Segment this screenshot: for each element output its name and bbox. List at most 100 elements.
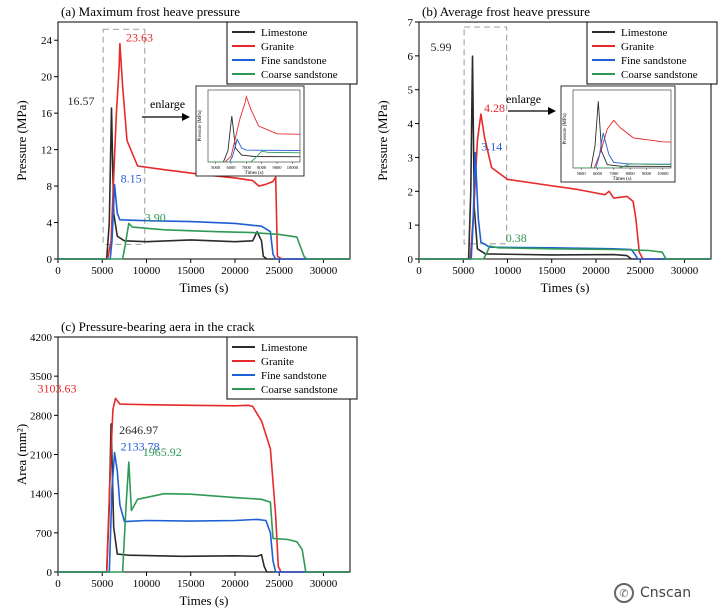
y-tick-label: 0 — [47, 567, 53, 579]
y-tick-label: 2100 — [30, 450, 53, 462]
wechat-icon: ✆ — [614, 583, 634, 603]
y-tick-label: 6 — [408, 51, 414, 63]
x-tick-label: 30000 — [310, 265, 338, 277]
y-axis-label: Area (mm²) — [14, 424, 29, 485]
y-tick-label: 16 — [41, 108, 53, 120]
enlarge-region-box — [102, 28, 146, 246]
series-line-fine — [58, 183, 350, 260]
y-axis-label: Pressure (MPa) — [14, 100, 29, 181]
data-label-limestone: 2646.97 — [119, 423, 158, 437]
y-tick-label: 24 — [41, 35, 53, 47]
legend-entry-limestone: Limestone — [621, 27, 668, 39]
data-label-coarse: 0.38 — [506, 231, 527, 245]
inset-series-granite — [573, 119, 671, 168]
inset-x-tick-label: 9000 — [273, 165, 283, 170]
x-tick-label: 25000 — [265, 265, 293, 277]
inset-y-axis-label: Pressure (MPa) — [563, 113, 568, 144]
inset-x-tick-label: 7000 — [609, 171, 619, 176]
watermark-text: Cnscan — [640, 585, 692, 601]
series-line-coarse — [419, 245, 711, 260]
legend-entry-coarse: Coarse sandstone — [261, 384, 338, 396]
inset-x-axis-label: Times (s) — [245, 171, 264, 176]
data-label-fine: 8.15 — [121, 172, 142, 186]
y-tick-label: 4 — [408, 119, 414, 131]
inset-series-coarse — [573, 163, 671, 168]
legend-entry-fine: Fine sandstone — [261, 370, 327, 382]
legend-entry-fine: Fine sandstone — [261, 55, 327, 67]
x-tick-label: 15000 — [177, 265, 205, 277]
inset-series-coarse — [208, 150, 300, 162]
data-label-coarse: 3.90 — [145, 210, 166, 224]
x-tick-label: 20000 — [582, 265, 610, 277]
x-tick-label: 15000 — [177, 578, 205, 590]
inset-x-axis-label: Times (s) — [613, 177, 632, 182]
data-label-granite: 3103.63 — [38, 381, 77, 395]
series-line-granite — [58, 42, 350, 260]
series-line-limestone — [419, 55, 711, 260]
inset-zoom-b: 5000 6000 7000 8000 9000 10000 Times (s) Pressu… — [560, 85, 676, 183]
x-tick-label: 30000 — [671, 265, 699, 277]
plot-frame — [418, 21, 712, 260]
inset-series-fine — [208, 138, 300, 162]
inset-x-tick-label: 6000 — [227, 165, 237, 170]
x-tick-label: 30000 — [310, 578, 338, 590]
inset-x-tick-label: 7000 — [242, 165, 252, 170]
x-tick-label: 10000 — [133, 265, 161, 277]
enlarge-label: enlarge — [506, 92, 541, 106]
x-tick-label: 0 — [55, 265, 61, 277]
x-tick-label: 5000 — [91, 265, 114, 277]
inset-x-tick-label: 5000 — [577, 171, 587, 176]
inset-x-tick-label: 5000 — [211, 165, 221, 170]
inset-x-tick-label: 8000 — [626, 171, 636, 176]
chart-title: (b) Average frost heave pressure — [422, 4, 590, 19]
inset-x-tick-label: 9000 — [642, 171, 652, 176]
inset-series-limestone — [208, 116, 300, 162]
x-tick-label: 0 — [416, 265, 422, 277]
enlarge-arrow-head — [548, 107, 556, 115]
y-tick-label: 7 — [408, 17, 414, 29]
inset-y-axis-label: Pressure (MPa) — [198, 110, 203, 141]
data-label-granite: 4.28 — [484, 101, 505, 115]
series-line-coarse — [58, 461, 350, 573]
y-tick-label: 0 — [408, 254, 414, 266]
plot-frame — [57, 21, 351, 260]
series-line-fine — [58, 451, 350, 573]
chart-title: (c) Pressure-bearing aera in the crack — [61, 319, 255, 334]
inset-plot-frame — [572, 89, 672, 169]
y-tick-label: 5 — [408, 85, 414, 97]
x-tick-label: 10000 — [133, 578, 161, 590]
series-line-granite — [419, 113, 711, 260]
data-label-limestone: 5.99 — [431, 40, 452, 54]
y-tick-label: 3 — [408, 152, 414, 164]
y-axis-label: Pressure (MPa) — [375, 100, 390, 181]
y-tick-label: 4 — [47, 218, 53, 230]
legend-entry-granite: Granite — [261, 356, 294, 368]
inset-x-tick-label: 10000 — [287, 165, 299, 170]
y-tick-label: 1400 — [30, 489, 53, 501]
legend-entry-granite: Granite — [621, 41, 654, 53]
inset-zoom-a: 5000 6000 7000 8000 9000 10000 Times (s) Pressu… — [195, 85, 305, 177]
chart-panel-b: 0 5000 10000 15000 20000 25000 30000 0 1 2 3 4 5 6 7 (b… — [375, 4, 718, 295]
inset-x-tick-label: 6000 — [593, 171, 603, 176]
inset-x-tick-label: 10000 — [657, 171, 669, 176]
data-label-limestone: 16.57 — [68, 94, 95, 108]
chart-panel-c: 0 5000 10000 15000 20000 25000 30000 0 700 1400 21… — [14, 319, 358, 608]
x-tick-label: 25000 — [265, 578, 293, 590]
x-axis-label: Times (s) — [179, 280, 228, 295]
x-tick-label: 5000 — [452, 265, 475, 277]
y-tick-label: 8 — [47, 181, 53, 193]
x-tick-label: 0 — [55, 578, 61, 590]
x-tick-label: 20000 — [221, 578, 249, 590]
inset-frame — [195, 85, 305, 177]
x-tick-label: 15000 — [538, 265, 566, 277]
data-label-fine: 2133.78 — [121, 440, 160, 454]
x-tick-label: 5000 — [91, 578, 114, 590]
y-tick-label: 700 — [36, 528, 53, 540]
legend-entry-coarse: Coarse sandstone — [261, 69, 338, 81]
data-label-fine: 3.14 — [481, 140, 502, 154]
x-tick-label: 10000 — [494, 265, 522, 277]
y-tick-label: 2 — [408, 186, 414, 198]
y-tick-label: 1 — [408, 220, 414, 232]
series-line-limestone — [58, 107, 350, 260]
